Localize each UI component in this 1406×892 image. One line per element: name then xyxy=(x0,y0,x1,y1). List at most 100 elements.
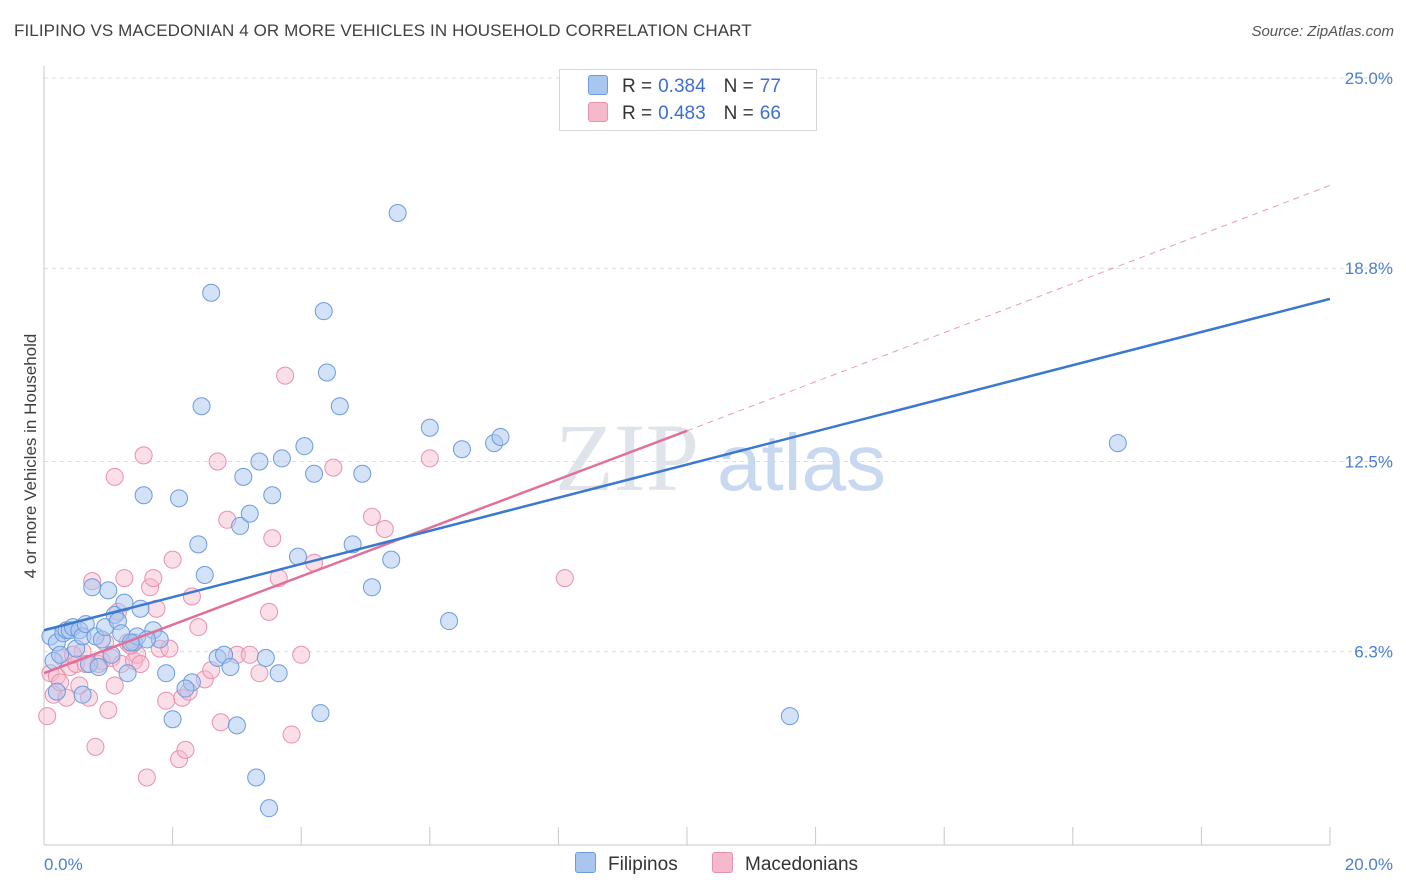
macedonian-point xyxy=(131,654,150,673)
filipino-point xyxy=(295,437,314,456)
filipino-point xyxy=(311,704,330,723)
macedonian-point xyxy=(208,452,227,471)
legend-row-macedonians: R = 0.483 N = 66 xyxy=(588,102,781,126)
source-label: Source: ZipAtlas.com xyxy=(1251,23,1394,40)
filipinos-swatch xyxy=(588,75,608,95)
macedonian-trend-extension xyxy=(686,184,1331,432)
filipino-point xyxy=(202,283,221,302)
legend-item-filipinos[interactable]: Filipinos xyxy=(575,852,678,876)
macedonians-swatch xyxy=(588,102,608,122)
filipino-point xyxy=(115,593,134,612)
macedonian-point xyxy=(105,676,124,695)
y-tick-label: 25.0% xyxy=(1345,69,1393,88)
filipino-point xyxy=(240,504,259,523)
axes xyxy=(43,66,1331,846)
filipino-point xyxy=(134,486,153,505)
watermark: ZIP atlas xyxy=(555,404,886,511)
x-tick-label-min: 0.0% xyxy=(44,855,83,874)
watermark-atlas: atlas xyxy=(717,418,886,507)
legend-row-filipinos: R = 0.384 N = 77 xyxy=(588,75,781,99)
macedonian-point xyxy=(163,550,182,569)
filipino-point xyxy=(195,566,214,585)
macedonian-point xyxy=(176,740,195,759)
macedonian-point xyxy=(115,569,134,588)
filipino-point xyxy=(231,516,250,535)
filipino-point xyxy=(780,707,799,726)
filipino-point xyxy=(192,397,211,416)
filipino-point xyxy=(353,464,372,483)
filipino-point xyxy=(234,467,253,486)
filipino-point xyxy=(330,397,349,416)
macedonian-trend-line xyxy=(43,429,688,675)
filipino-point xyxy=(163,710,182,729)
filipino-point xyxy=(189,535,208,554)
macedonian-point xyxy=(263,529,282,548)
filipino-point xyxy=(388,203,407,222)
macedonian-point xyxy=(555,569,574,588)
macedonian-point xyxy=(282,725,301,744)
macedonians-swatch xyxy=(712,852,733,873)
legend-r-value: 0.384 xyxy=(658,76,706,97)
grid-lines xyxy=(44,77,1392,653)
filipino-point xyxy=(440,612,459,631)
watermark-zip: ZIP xyxy=(555,404,699,511)
legend-label-filipinos: Filipinos xyxy=(608,854,678,875)
filipino-point xyxy=(51,645,70,664)
legend-label-macedonians: Macedonians xyxy=(745,854,859,875)
macedonian-point xyxy=(134,446,153,465)
filipino-point xyxy=(170,489,189,508)
x-tick-label-max: 20.0% xyxy=(1345,855,1393,874)
trend-lines xyxy=(43,184,1331,675)
y-tick-label: 6.3% xyxy=(1354,643,1393,662)
filipinos-points xyxy=(41,203,1127,818)
filipino-point xyxy=(89,658,108,677)
filipino-point xyxy=(260,799,279,818)
filipino-point xyxy=(256,648,275,667)
filipino-point xyxy=(317,363,336,382)
filipino-point xyxy=(263,486,282,505)
filipino-point xyxy=(83,578,102,597)
legend-n-label: N = xyxy=(723,76,754,97)
filipino-point xyxy=(305,464,324,483)
filipino-point xyxy=(118,664,137,683)
legend-n-label: N = xyxy=(723,103,754,124)
macedonian-point xyxy=(420,449,439,468)
tick-labels: 6.3% 12.5% 18.8% 25.0% 0.0% 20.0% xyxy=(44,69,1393,874)
filipinos-swatch xyxy=(575,852,596,873)
macedonian-point xyxy=(260,602,279,621)
filipino-point xyxy=(176,679,195,698)
macedonian-point xyxy=(250,664,269,683)
filipino-point xyxy=(247,768,266,787)
macedonian-point xyxy=(86,737,105,756)
macedonian-point xyxy=(137,768,156,787)
filipino-point xyxy=(250,452,269,471)
filipino-point xyxy=(362,578,381,597)
legend-r-value: 0.483 xyxy=(658,103,706,124)
filipino-point xyxy=(157,664,176,683)
macedonian-point xyxy=(38,707,57,726)
y-axis-label: 4 or more Vehicles in Household xyxy=(21,334,40,579)
filipino-point xyxy=(272,449,291,468)
legend-r-label: R = xyxy=(622,76,653,97)
correlation-legend: R = 0.384 N = 77 R = 0.483 N = 66 xyxy=(559,69,817,131)
macedonian-point xyxy=(211,713,230,732)
macedonian-point xyxy=(189,618,208,637)
filipino-point xyxy=(1108,434,1127,453)
filipino-trend-line xyxy=(43,297,1331,632)
filipino-point xyxy=(452,440,471,459)
y-tick-label: 18.8% xyxy=(1345,259,1393,278)
filipino-point xyxy=(491,427,510,446)
macedonian-point xyxy=(240,645,259,664)
filipino-point xyxy=(99,581,118,600)
legend-item-macedonians[interactable]: Macedonians xyxy=(712,852,858,876)
filipino-point xyxy=(382,550,401,569)
macedonian-point xyxy=(170,750,189,769)
macedonian-point xyxy=(362,507,381,526)
macedonian-point xyxy=(292,645,311,664)
filipino-point xyxy=(314,302,333,321)
chart-title: FILIPINO VS MACEDONIAN 4 OR MORE VEHICLE… xyxy=(14,21,752,40)
macedonian-point xyxy=(105,467,124,486)
legend-r-label: R = xyxy=(622,103,653,124)
macedonian-point xyxy=(324,458,343,477)
